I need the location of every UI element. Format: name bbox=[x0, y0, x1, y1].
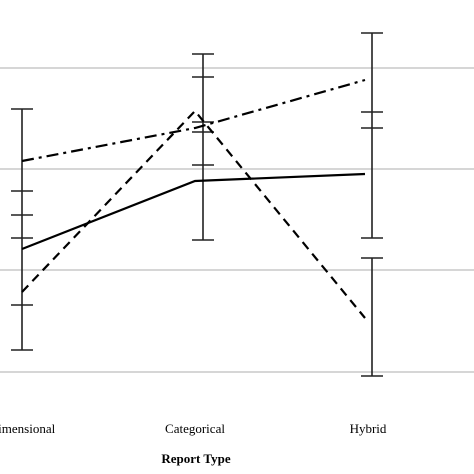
x-tick-labels: Dimensional Categorical Hybrid bbox=[0, 421, 387, 436]
series-line-dashed bbox=[21, 109, 366, 319]
x-axis-title: Report Type bbox=[161, 451, 230, 466]
error-bars bbox=[11, 32, 383, 377]
series-lines bbox=[21, 78, 366, 319]
series-line-solid bbox=[21, 172, 366, 251]
x-tick-label: Categorical bbox=[165, 421, 225, 436]
series-line-dash-dot bbox=[21, 78, 366, 163]
x-tick-label: Dimensional bbox=[0, 421, 56, 436]
gridlines bbox=[0, 67, 474, 373]
x-tick-label: Hybrid bbox=[350, 421, 387, 436]
